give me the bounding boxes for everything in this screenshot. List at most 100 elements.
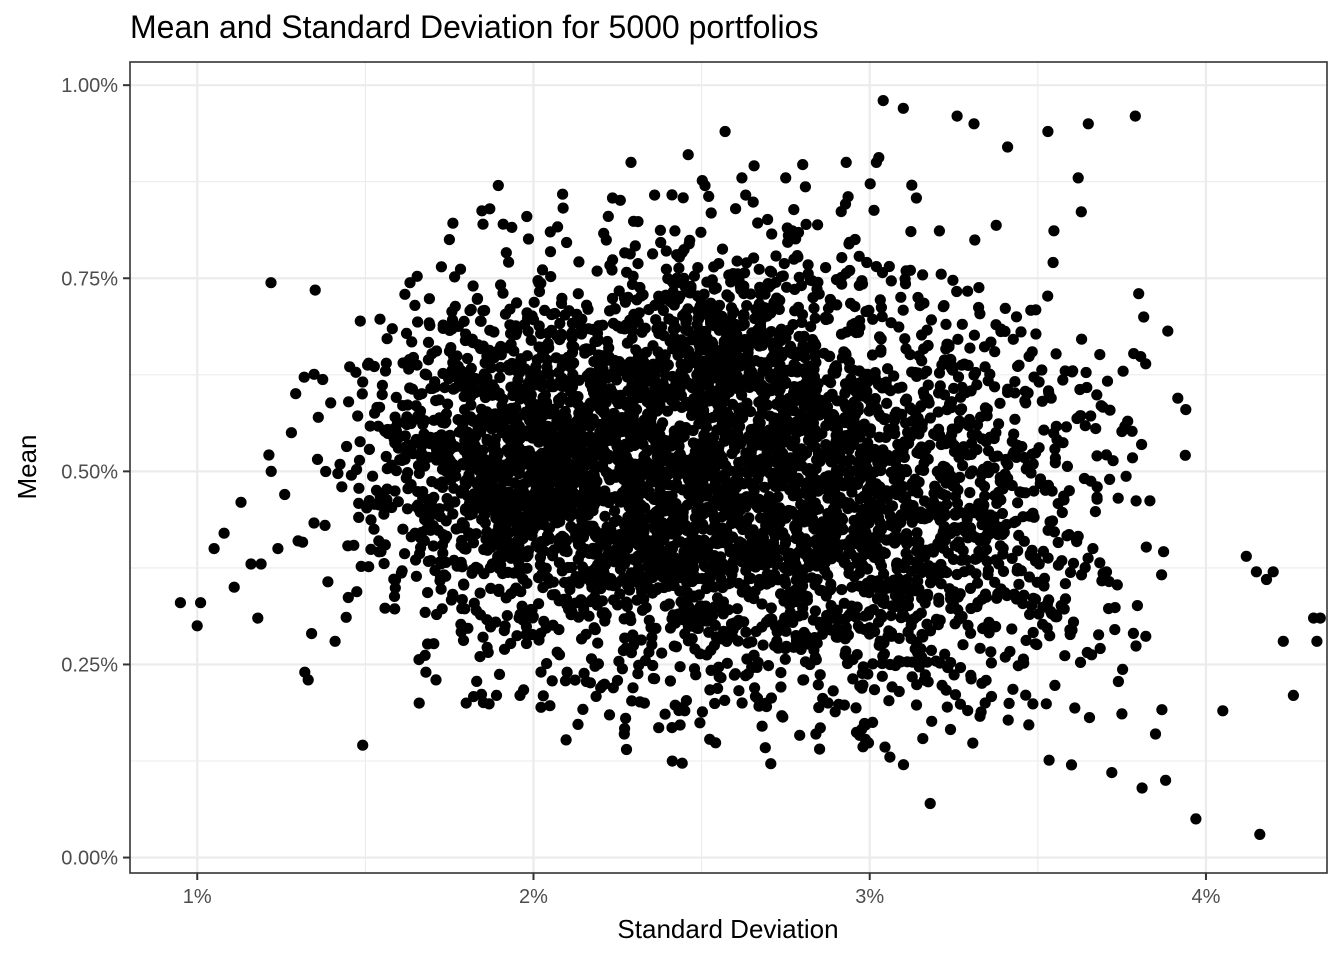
data-point xyxy=(471,675,483,688)
data-point xyxy=(807,292,819,304)
data-point xyxy=(897,446,909,458)
data-point xyxy=(441,530,453,542)
data-point xyxy=(308,517,320,529)
data-point xyxy=(955,554,968,566)
data-point xyxy=(390,391,402,403)
data-point xyxy=(389,485,401,497)
data-point xyxy=(766,441,778,453)
data-point xyxy=(882,363,894,375)
data-point xyxy=(560,508,572,520)
data-point xyxy=(859,389,871,401)
data-point xyxy=(546,511,559,523)
data-point xyxy=(691,319,703,331)
data-point xyxy=(553,366,565,379)
data-point xyxy=(460,478,472,490)
data-point xyxy=(921,324,933,336)
data-point xyxy=(1131,600,1143,612)
data-point xyxy=(695,415,708,427)
data-point xyxy=(709,697,721,710)
data-point xyxy=(1003,697,1015,710)
data-point xyxy=(774,383,786,395)
data-point xyxy=(591,265,603,277)
data-point xyxy=(353,497,365,509)
data-point xyxy=(526,604,538,616)
data-point xyxy=(532,455,544,467)
data-point xyxy=(1074,410,1086,422)
data-point xyxy=(823,470,835,482)
data-point xyxy=(817,481,829,493)
data-point xyxy=(373,546,385,558)
data-point xyxy=(676,401,688,413)
data-point xyxy=(290,388,302,400)
data-point xyxy=(622,455,634,467)
data-point xyxy=(895,291,907,303)
data-point xyxy=(297,536,309,548)
data-point xyxy=(876,581,888,594)
data-point xyxy=(533,572,545,584)
data-point xyxy=(437,547,449,559)
data-point xyxy=(1012,497,1024,509)
data-point xyxy=(954,404,966,416)
data-point xyxy=(990,554,1002,566)
data-point xyxy=(659,434,671,447)
data-point xyxy=(772,491,784,503)
data-point xyxy=(695,226,707,238)
data-point xyxy=(905,583,917,595)
data-point xyxy=(745,572,757,585)
data-point xyxy=(503,256,515,268)
data-point xyxy=(571,437,584,449)
data-point xyxy=(376,389,388,401)
data-point xyxy=(779,537,792,549)
data-point xyxy=(807,513,819,525)
data-point xyxy=(765,368,777,380)
data-point xyxy=(595,561,607,573)
data-point xyxy=(620,491,632,503)
data-point xyxy=(683,561,696,574)
data-point xyxy=(460,697,472,709)
data-point xyxy=(677,192,689,204)
data-point xyxy=(753,432,765,444)
data-point xyxy=(456,534,468,547)
data-point xyxy=(929,564,941,576)
data-point xyxy=(598,607,611,619)
data-point xyxy=(874,458,886,470)
data-point xyxy=(978,499,990,511)
data-point xyxy=(520,406,532,418)
data-point xyxy=(1067,616,1080,628)
data-point xyxy=(694,717,706,729)
data-point xyxy=(917,733,929,745)
data-point xyxy=(756,720,768,732)
data-point xyxy=(628,406,640,418)
data-point xyxy=(598,418,610,431)
data-point xyxy=(1002,141,1014,153)
data-point xyxy=(1059,650,1071,662)
data-point xyxy=(1136,782,1148,794)
data-point xyxy=(464,509,476,521)
data-point xyxy=(958,441,970,453)
data-point xyxy=(317,373,329,386)
data-point xyxy=(730,481,743,493)
data-point xyxy=(1011,565,1023,577)
data-point xyxy=(492,179,504,192)
data-point xyxy=(477,631,489,643)
data-point xyxy=(533,320,545,332)
data-point xyxy=(945,602,957,615)
data-point xyxy=(761,386,773,398)
data-point xyxy=(988,514,1000,527)
data-point xyxy=(800,630,812,642)
data-point xyxy=(479,304,491,317)
data-point xyxy=(589,660,601,672)
data-point xyxy=(544,246,557,258)
data-point xyxy=(626,379,638,391)
data-point xyxy=(1029,638,1042,650)
data-point xyxy=(849,233,861,246)
data-point xyxy=(1018,535,1030,547)
data-point xyxy=(788,204,800,216)
data-point xyxy=(442,398,454,410)
data-point xyxy=(910,699,923,711)
data-point xyxy=(805,423,817,436)
data-point xyxy=(1009,413,1021,425)
data-point xyxy=(730,203,742,215)
data-point xyxy=(1091,491,1103,503)
data-point xyxy=(1130,495,1142,507)
